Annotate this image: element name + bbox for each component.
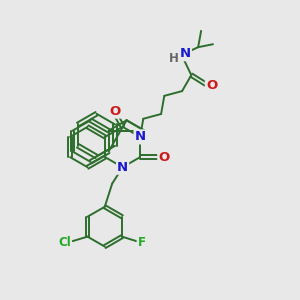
Text: N: N [134, 130, 146, 143]
Text: Cl: Cl [58, 236, 71, 249]
Text: O: O [110, 105, 121, 118]
Text: N: N [117, 161, 128, 174]
Text: F: F [138, 236, 146, 249]
Text: N: N [180, 47, 191, 60]
Text: H: H [169, 52, 178, 65]
Text: O: O [206, 79, 217, 92]
Text: O: O [158, 151, 169, 164]
